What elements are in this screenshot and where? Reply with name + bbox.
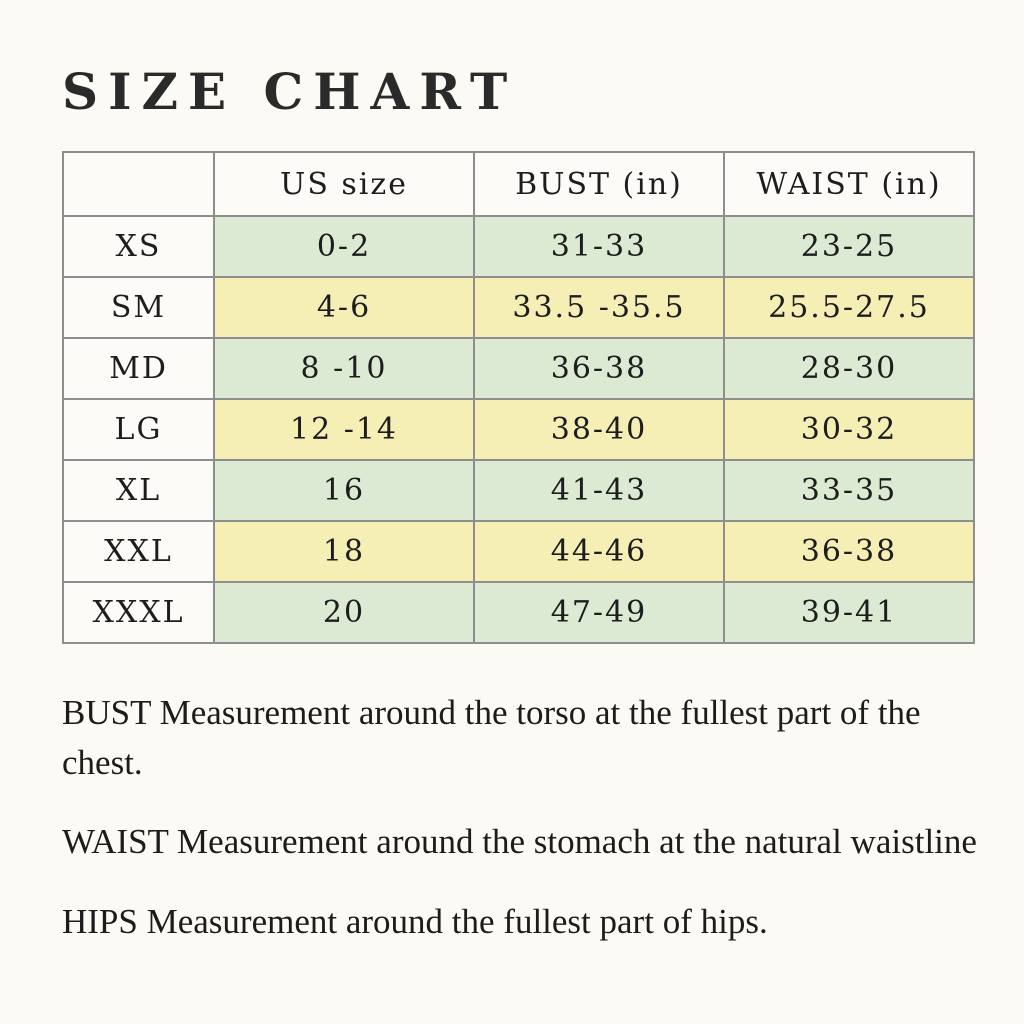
col-header-us-size: US size (213, 151, 475, 217)
size-label-cell: SM (62, 276, 215, 339)
waist-cell: 39-41 (723, 581, 975, 644)
table-header: US size BUST (in) WAIST (in) (62, 151, 975, 217)
bust-cell: 41-43 (473, 459, 725, 522)
header-row: US size BUST (in) WAIST (in) (62, 151, 975, 217)
waist-cell: 36-38 (723, 520, 975, 583)
waist-cell: 33-35 (723, 459, 975, 522)
us-size-cell: 18 (213, 520, 475, 583)
bust-cell: 38-40 (473, 398, 725, 461)
bust-cell: 44-46 (473, 520, 725, 583)
table-row: XS 0-2 31-33 23-25 (62, 215, 975, 278)
bust-cell: 47-49 (473, 581, 725, 644)
us-size-cell: 0-2 (213, 215, 475, 278)
size-label-cell: XL (62, 459, 215, 522)
note-waist: WAIST Measurement around the stomach at … (62, 822, 977, 862)
size-label-cell: XS (62, 215, 215, 278)
col-header-bust: BUST (in) (473, 151, 725, 217)
note-bust: BUST Measurement around the torso at the… (62, 693, 921, 782)
bust-cell: 36-38 (473, 337, 725, 400)
us-size-cell: 16 (213, 459, 475, 522)
page-title: SIZE CHART (62, 62, 518, 121)
waist-cell: 25.5-27.5 (723, 276, 975, 339)
bust-cell: 33.5 -35.5 (473, 276, 725, 339)
table-row: XXL 18 44-46 36-38 (62, 520, 975, 583)
us-size-cell: 8 -10 (213, 337, 475, 400)
size-label-cell: LG (62, 398, 215, 461)
col-header-waist: WAIST (in) (723, 151, 975, 217)
corner-cell (62, 151, 215, 217)
table-row: SM 4-6 33.5 -35.5 25.5-27.5 (62, 276, 975, 339)
size-chart-table: US size BUST (in) WAIST (in) XS 0-2 31-33 2… (62, 151, 975, 644)
measurement-notes: BUST Measurement around the torso at the… (62, 688, 992, 947)
bust-cell: 31-33 (473, 215, 725, 278)
table-row: XL 16 41-43 33-35 (62, 459, 975, 522)
size-label-cell: MD (62, 337, 215, 400)
us-size-cell: 12 -14 (213, 398, 475, 461)
waist-cell: 28-30 (723, 337, 975, 400)
us-size-cell: 20 (213, 581, 475, 644)
note-hips: HIPS Measurement around the fullest part… (62, 902, 768, 942)
size-label-cell: XXL (62, 520, 215, 583)
waist-cell: 23-25 (723, 215, 975, 278)
table-row: XXXL 20 47-49 39-41 (62, 581, 975, 644)
waist-cell: 30-32 (723, 398, 975, 461)
table-row: LG 12 -14 38-40 30-32 (62, 398, 975, 461)
table-body: XS 0-2 31-33 23-25 SM 4-6 33.5 -35.5 25.5-27.5 M… (62, 215, 975, 644)
table-row: MD 8 -10 36-38 28-30 (62, 337, 975, 400)
us-size-cell: 4-6 (213, 276, 475, 339)
size-label-cell: XXXL (62, 581, 215, 644)
